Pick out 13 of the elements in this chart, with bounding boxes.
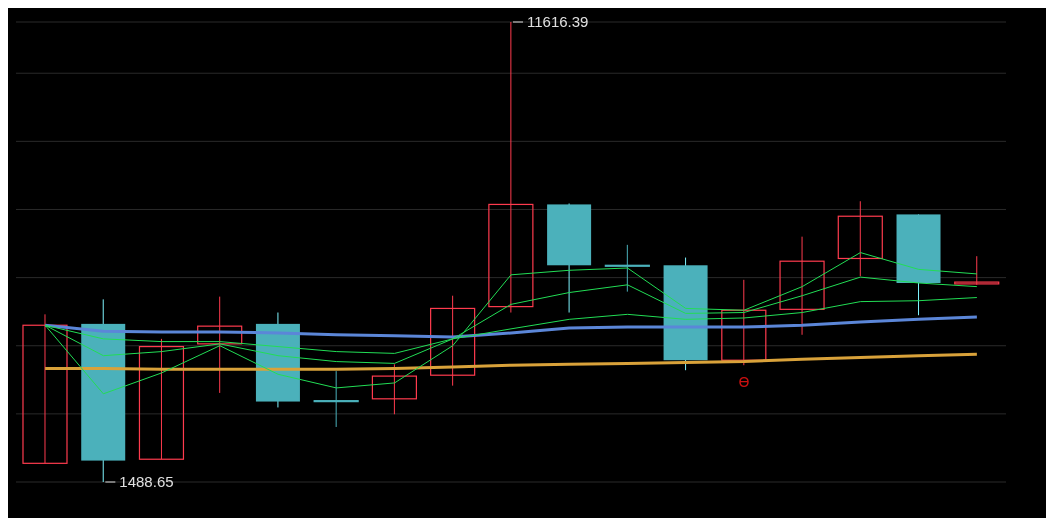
- candlestick: [430, 295, 476, 387]
- candlestick: [313, 370, 359, 428]
- candlestick: [371, 363, 417, 415]
- annotation: 11616.39: [527, 13, 589, 31]
- candlestick: [138, 338, 185, 460]
- candlestick: [22, 313, 68, 464]
- candlestick: [197, 296, 243, 394]
- annotation: ϴ: [738, 374, 750, 390]
- candlestick: [779, 236, 825, 336]
- candlestick: [837, 200, 883, 277]
- annotation: 1488.65: [119, 473, 174, 491]
- candlestick: [954, 255, 1000, 286]
- candlestick: [604, 244, 650, 293]
